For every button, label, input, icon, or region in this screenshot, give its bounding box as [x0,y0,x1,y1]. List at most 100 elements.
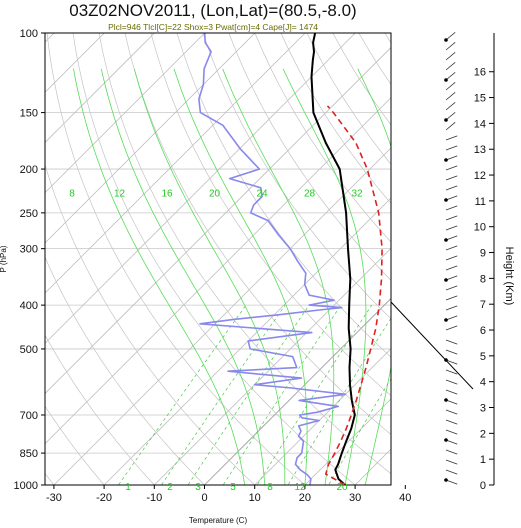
isotherm-line [254,348,391,485]
wind-barb-dot [444,38,448,42]
mixing-ratio-label: 2 [167,482,173,493]
wind-barb [445,349,458,355]
isotherm-line [45,33,256,244]
wind-barb [445,469,458,475]
dry-adiabat-line [150,33,391,397]
wind-barb [445,205,458,211]
dry-adiabat-line [254,33,391,243]
wind-barb [445,91,456,101]
wind-barb [445,305,458,311]
wind-barb [445,185,458,191]
plot-frame [44,32,392,486]
wind-barb [445,51,456,61]
pressure-tick-label: 850 [20,448,38,460]
dry-adiabat-line [45,163,256,485]
dry-adiabat-line [332,33,391,126]
moist-adiabat-label: 32 [351,189,363,200]
wind-barb [445,479,458,485]
wind-barb [445,459,458,465]
dry-adiabat-line [45,256,205,485]
pressure-tick-label: 100 [20,28,38,40]
height-tick-label: 1 [480,454,486,466]
height-axis-label: Height (Km) [503,247,515,306]
dry-adiabat-line [45,472,55,485]
wind-barb [445,275,458,281]
temperature-profile [310,33,356,485]
dry-adiabat-line [202,33,391,320]
wind-barb [445,121,456,131]
wind-barb [445,449,458,455]
moist-adiabat-line [73,68,246,485]
wind-barb-dot [444,238,448,242]
mixing-ratio-label: 3 [195,482,201,493]
isotherm-line [103,197,391,485]
moist-adiabat-line [357,68,391,485]
panel-divider [390,301,474,390]
wind-barb [445,175,458,181]
parcel-profile [325,105,383,485]
dry-adiabat-line [45,405,105,485]
wind-barb-dot [444,118,448,122]
moist-adiabat-label: 8 [69,189,75,200]
pressure-tick-label: 200 [20,164,38,176]
wind-barb [445,155,458,161]
dry-adiabat-line [98,33,391,475]
pressure-tick-label: 400 [20,300,38,312]
height-tick-label: 3 [480,403,486,415]
wind-barb-dot [444,278,448,282]
mixing-ratio-line [328,377,391,485]
mixing-ratio-label: 8 [267,482,273,493]
wind-barb [445,111,456,121]
mixing-ratio-label: 1 [125,482,131,493]
wind-barb-dot [444,358,448,362]
y-axis-label: P (hPa) [0,245,8,272]
isotherm-line [45,97,391,445]
chart-title: 03Z02NOV2011, (Lon,Lat)=(80.5,-8.0) [69,1,356,20]
mixing-ratio-line [287,317,391,485]
wind-barb-dot [444,158,448,162]
mixing-ratio-line [256,304,372,485]
height-tick-label: 12 [474,170,486,182]
height-tick-label: 10 [474,222,486,234]
dry-adiabat-line [358,33,391,86]
mixing-ratio-labels: 8 12 16 20 24 28 321 2 3 5 8 12 20 [69,189,363,493]
height-tick-label: 15 [474,93,486,105]
height-tick-label: 16 [474,67,486,79]
wind-barb [445,225,458,231]
x-axis-label: Temperature (C) [189,516,248,525]
wind-barb [445,325,458,331]
wind-barb [445,265,458,271]
mixing-ratio-label: 20 [336,482,348,493]
wind-barb [445,379,458,385]
x-tick-label: -30 [46,492,62,504]
wind-barb [445,389,458,395]
wind-barb [445,101,456,111]
wind-barb [445,439,458,445]
isotherm-line [304,398,391,485]
mixing-ratio-line [118,304,247,485]
wind-barb [445,315,458,321]
moist-adiabat-line [222,68,335,485]
x-tick-label: 20 [299,492,311,504]
mixing-ratio-label: 12 [294,482,306,493]
dry-adiabat-line [176,33,391,358]
x-axis: -30 -20 -10 0 10 20 30 40 [46,485,411,504]
mixing-ratio-label: 5 [230,482,236,493]
moist-adiabat-line [173,68,308,485]
wind-barb [445,235,458,241]
x-tick-label: 30 [349,492,361,504]
dry-adiabat-line [45,334,155,485]
wind-barb-dot [444,318,448,322]
wind-barb-dot [444,198,448,202]
wind-barb [445,135,458,141]
moist-adiabat-label: 20 [209,189,221,200]
dewpoint-profile [198,33,347,485]
pressure-tick-label: 250 [20,208,38,220]
wind-barb [445,195,458,201]
wind-barb [445,215,458,221]
pressure-tick-label: 300 [20,244,38,256]
height-tick-label: 11 [475,196,486,208]
height-tick-label: 13 [474,144,486,156]
wind-barb [445,71,456,81]
sounding-profiles [198,33,383,485]
